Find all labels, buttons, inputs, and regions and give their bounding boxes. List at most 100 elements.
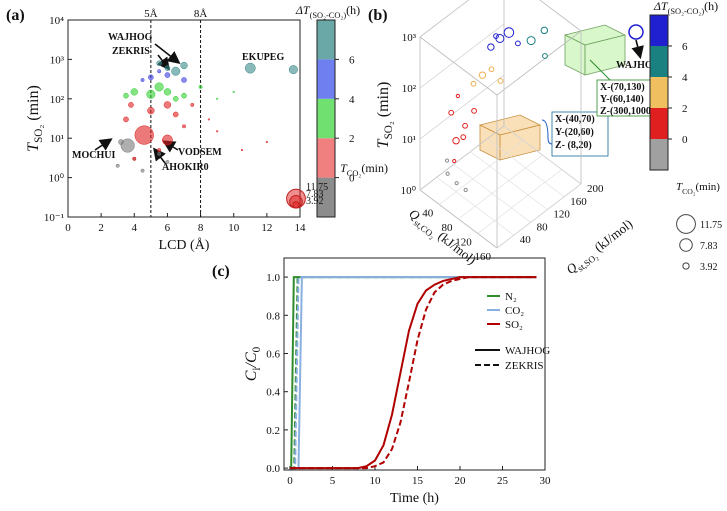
x-tick-label: 4 — [132, 222, 138, 234]
y-tick-label: 10³ — [50, 54, 65, 66]
point — [470, 80, 477, 87]
z-grid-line — [419, 125, 505, 191]
point — [452, 137, 460, 145]
x-tick-label: 6 — [165, 222, 171, 234]
colorbar-title: ΔT(SO₂-CO₂)(h) — [295, 3, 360, 20]
x-tick-label: 0 — [65, 222, 71, 234]
point — [448, 109, 455, 116]
point — [190, 102, 195, 107]
legend-label: CO₂ — [505, 305, 524, 317]
point — [148, 74, 154, 81]
y-tick-label: 1.0 — [266, 272, 280, 284]
label-part: /C — [243, 352, 260, 368]
y-tick-label: 160 — [570, 196, 587, 208]
size-legend-label: 3.92 — [306, 196, 324, 207]
colorbar-band — [650, 77, 668, 108]
axis-label: TSO₂ (min) — [375, 82, 395, 149]
axis-box-edge — [496, 30, 582, 96]
point — [123, 92, 129, 99]
label-part: T — [676, 181, 683, 193]
point — [165, 159, 170, 164]
colorbar-band — [650, 139, 668, 170]
colorbar-band — [650, 15, 668, 46]
x-grid-line — [477, 169, 562, 234]
legend-text: SO₂ — [505, 319, 523, 331]
colorbar-tick-label: 0 — [349, 173, 355, 185]
annotation: AHOKIR0 — [162, 162, 209, 173]
label-part: (min) — [696, 181, 721, 193]
label-part: Time (h) — [390, 491, 439, 506]
size-legend-label: 11.75 — [700, 220, 722, 231]
x-grid-line — [458, 154, 543, 220]
colorbar-frame — [649, 14, 669, 171]
label-part: T — [375, 138, 392, 148]
x-tick-label: 160 — [475, 251, 492, 263]
y-grid-line — [487, 138, 565, 198]
z-grid-line — [419, 74, 505, 140]
x-tick-label: 120 — [455, 237, 472, 249]
y-tick-label: 10⁰ — [49, 173, 65, 185]
point — [181, 92, 187, 99]
note: X-(40,70) — [555, 114, 595, 125]
label-part: i — [251, 367, 263, 370]
leader — [589, 59, 611, 81]
point — [157, 148, 162, 153]
label-part: (min) — [25, 85, 42, 125]
colorbar-band — [317, 98, 335, 139]
colorbar-title: ΔT(SO₂-CO₂)(h) — [653, 0, 718, 16]
x-tick-label: 2 — [98, 222, 104, 234]
y-tick-label: 0.4 — [266, 387, 280, 399]
plot-frame — [67, 19, 301, 218]
point — [488, 66, 495, 73]
y-grid-line — [470, 151, 548, 210]
colorbar-tick-label: 0 — [682, 134, 688, 146]
note: Z-(300,1000) — [600, 106, 654, 117]
legend-label: WAJHOG — [505, 345, 550, 357]
label-part: C — [243, 370, 260, 381]
point — [540, 26, 549, 35]
point — [140, 168, 145, 173]
point — [130, 88, 138, 96]
point — [244, 62, 256, 74]
point — [172, 96, 179, 102]
size-legend-label: 11.75 — [306, 182, 328, 193]
size-legend-mark — [682, 262, 690, 270]
point — [181, 77, 187, 83]
annotation: WAJHOG — [616, 60, 661, 71]
point — [265, 140, 268, 144]
label-part: CO₂ — [347, 169, 362, 178]
point — [154, 82, 164, 92]
line — [290, 276, 537, 470]
axis-box-edge — [419, 0, 470, 38]
y-grid-line — [436, 176, 514, 236]
x-tick-label: 0 — [287, 475, 293, 487]
x-grid-line — [496, 183, 582, 249]
point — [444, 158, 450, 163]
point — [503, 27, 515, 38]
point — [526, 36, 536, 46]
z-tick-label: 10⁰ — [401, 185, 417, 197]
note: Z- (8,20) — [555, 140, 592, 151]
x-tick-label: 25 — [497, 475, 509, 487]
point — [455, 93, 460, 99]
label-part: LCD (Å) — [159, 237, 210, 253]
line — [290, 276, 537, 470]
region-box — [478, 114, 542, 161]
x-tick-label: 8 — [198, 222, 204, 234]
size-legend-title: TCO₂(min) — [340, 161, 388, 178]
label-part: (min) — [361, 161, 388, 175]
axis-label: LCD (Å) — [159, 237, 210, 253]
point — [180, 61, 188, 70]
size-legend-title: TCO₂(min) — [676, 181, 720, 196]
size-legend-label: 7.83 — [700, 241, 718, 252]
point — [454, 181, 459, 186]
point — [164, 65, 171, 71]
point — [471, 107, 477, 114]
point — [497, 78, 504, 84]
point — [207, 118, 210, 121]
point — [147, 107, 155, 115]
label-part: ΔT — [295, 3, 311, 17]
x-grid-line — [439, 140, 524, 205]
